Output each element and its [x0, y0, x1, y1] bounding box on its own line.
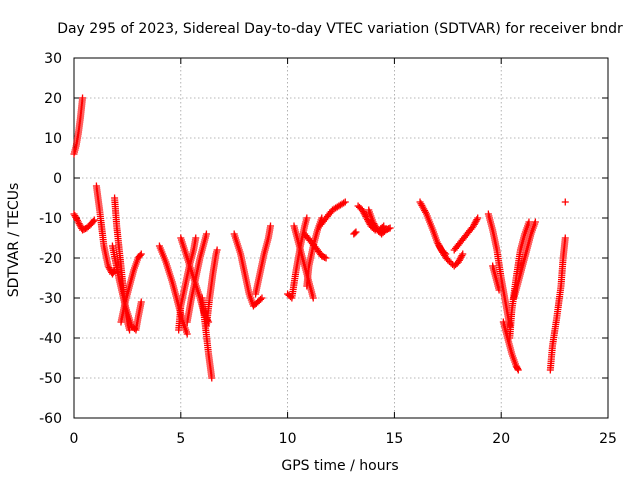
y-tick-label: -20	[39, 251, 62, 267]
data-point	[202, 230, 210, 238]
series-arc-28	[506, 218, 533, 342]
data-point	[126, 326, 134, 334]
chart-title: Day 295 of 2023, Sidereal Day-to-day VTE…	[57, 21, 623, 37]
data-point	[351, 229, 359, 237]
data-point	[445, 258, 453, 265]
data-point	[514, 366, 522, 374]
y-tick-label: 20	[44, 91, 62, 107]
series-arc-29	[510, 218, 539, 302]
data-point	[473, 216, 481, 224]
series-arc-30	[489, 262, 503, 294]
data-point	[458, 252, 466, 260]
data-point	[561, 198, 569, 206]
data-point	[258, 294, 266, 302]
data-point	[303, 214, 311, 222]
data-point	[340, 199, 348, 207]
y-tick-label: -40	[39, 331, 62, 347]
data-point	[213, 246, 221, 254]
data-point	[137, 250, 145, 258]
series-arc-11	[198, 294, 216, 382]
y-tick-label: -60	[39, 411, 62, 427]
x-tick-label: 25	[599, 431, 617, 447]
data-point	[90, 216, 98, 224]
data-point	[183, 330, 191, 338]
series-arc-14	[252, 222, 275, 298]
x-tick-label: 15	[385, 431, 403, 447]
data-point	[89, 217, 97, 225]
tick-layer: 0 5 10 15 20 25 -60 -50 -40 -30 -20 -10 0 10 20 30	[39, 51, 617, 447]
x-tick-label: 10	[279, 431, 297, 447]
y-tick-label: 0	[53, 171, 62, 187]
series-arc-31	[546, 234, 569, 374]
series-arc-6	[117, 250, 145, 326]
data-point	[444, 256, 452, 264]
data-point	[514, 365, 522, 373]
x-tick-label: 5	[176, 431, 185, 447]
series-arc-20	[350, 228, 360, 238]
data-point	[495, 286, 503, 294]
series-arc-25	[450, 214, 482, 254]
series-arc-32	[561, 198, 569, 206]
series-arc-18	[301, 230, 330, 262]
series-arc-24	[435, 242, 467, 270]
data-point	[137, 298, 145, 306]
data-point	[136, 251, 144, 259]
data-point	[352, 228, 360, 236]
series-arc-12	[202, 246, 221, 330]
data-point	[309, 294, 317, 302]
data-point	[380, 222, 388, 230]
data-point	[208, 374, 216, 382]
data-point	[267, 222, 275, 230]
data-layer	[70, 94, 569, 382]
y-tick-label: -50	[39, 371, 62, 387]
data-point	[257, 295, 265, 303]
series-arc-3	[92, 182, 119, 278]
data-point	[385, 225, 393, 233]
y-tick-label: -30	[39, 291, 62, 307]
series-arc-2	[70, 210, 98, 234]
data-point	[192, 234, 200, 242]
data-point	[474, 214, 482, 222]
data-point	[531, 218, 539, 226]
data-point	[561, 234, 569, 242]
series-arc-21	[354, 202, 388, 234]
series-arc-10	[183, 230, 210, 326]
series-arc-22	[365, 206, 394, 238]
data-point	[378, 223, 386, 231]
x-tick-label: 20	[492, 431, 510, 447]
x-tick-label: 0	[70, 431, 79, 447]
series-arc-1	[70, 94, 87, 158]
plot-frame	[73, 57, 609, 419]
data-point	[322, 254, 330, 262]
data-point	[386, 224, 394, 232]
data-point	[341, 198, 349, 206]
data-point	[79, 94, 87, 102]
data-point	[525, 218, 533, 226]
y-tick-label: 30	[44, 51, 62, 67]
series-arc-13	[230, 230, 266, 310]
data-point	[321, 253, 329, 261]
y-axis-label: SDTVAR / TECUs	[6, 183, 22, 298]
y-tick-label: -10	[39, 211, 62, 227]
y-tick-label: 10	[44, 131, 62, 147]
data-point	[459, 250, 467, 258]
series-arc-19	[316, 198, 349, 230]
x-axis-label: GPS time / hours	[281, 458, 398, 474]
data-point	[447, 259, 455, 267]
